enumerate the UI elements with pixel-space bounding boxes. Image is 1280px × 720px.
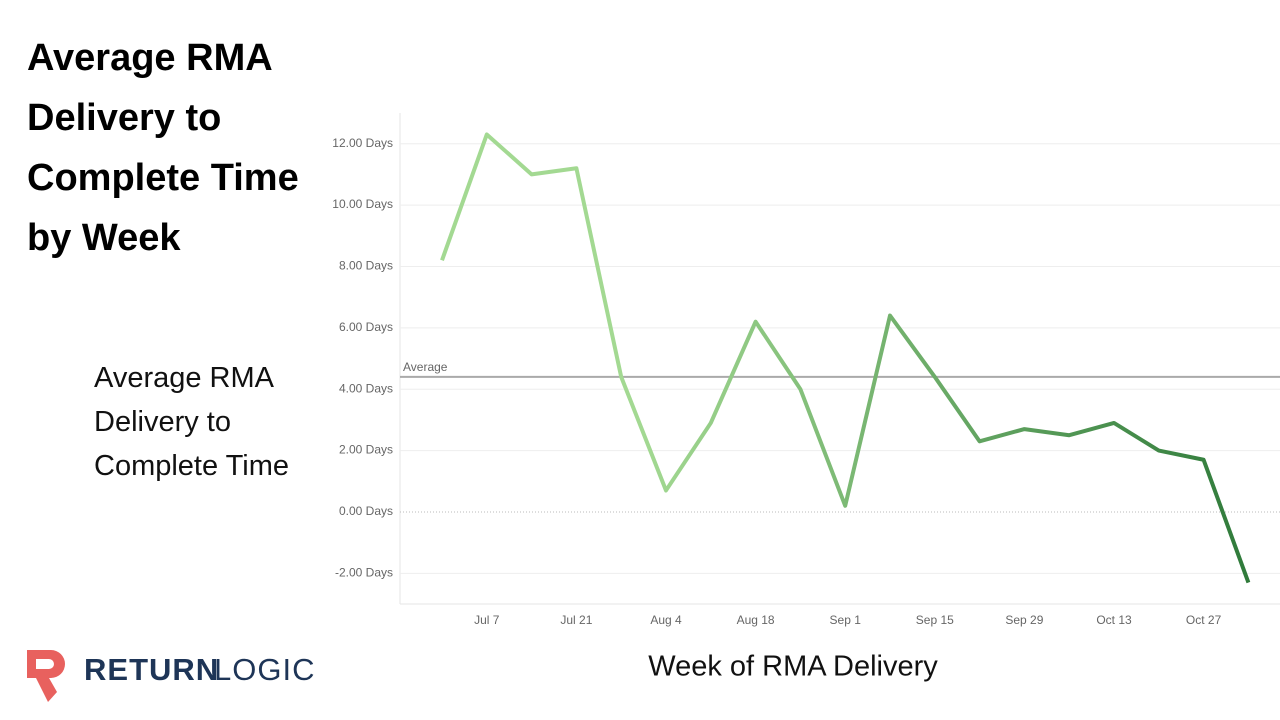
y-tick-label: 0.00 Days xyxy=(339,504,393,518)
logo-text-light: LOGIC xyxy=(214,652,315,687)
y-tick-label: 12.00 Days xyxy=(332,136,393,150)
x-tick-label: Aug 4 xyxy=(650,613,682,627)
x-axis-title: Week of RMA Delivery xyxy=(648,651,938,683)
y-tick-label: 10.00 Days xyxy=(332,197,393,211)
logo-text-bold: RETURN xyxy=(84,652,219,687)
x-tick-label: Sep 15 xyxy=(916,613,954,627)
x-tick-label: Oct 27 xyxy=(1186,613,1222,627)
x-tick-label: Aug 18 xyxy=(737,613,775,627)
data-line xyxy=(440,132,1251,584)
y-tick-label: 2.00 Days xyxy=(339,443,393,457)
y-tick-label: 6.00 Days xyxy=(339,320,393,334)
x-tick-label: Sep 29 xyxy=(1005,613,1043,627)
logo-icon xyxy=(27,650,65,702)
slide-title: Average RMA Delivery to Complete Time by… xyxy=(27,37,299,259)
y-tick-label: -2.00 Days xyxy=(335,565,393,579)
x-tick-label: Jul 7 xyxy=(474,613,500,627)
reference-label: Average xyxy=(403,360,448,374)
slide-subtitle: Average RMA Delivery to Complete Time xyxy=(94,362,290,482)
logo-icon-cutout xyxy=(36,659,54,669)
y-tick-label: 4.00 Days xyxy=(339,381,393,395)
x-tick-label: Jul 21 xyxy=(560,613,592,627)
logo: RETURN LOGIC xyxy=(27,650,315,702)
x-tick-label: Oct 13 xyxy=(1096,613,1132,627)
y-tick-label: 8.00 Days xyxy=(339,259,393,273)
x-tick-label: Sep 1 xyxy=(830,613,862,627)
